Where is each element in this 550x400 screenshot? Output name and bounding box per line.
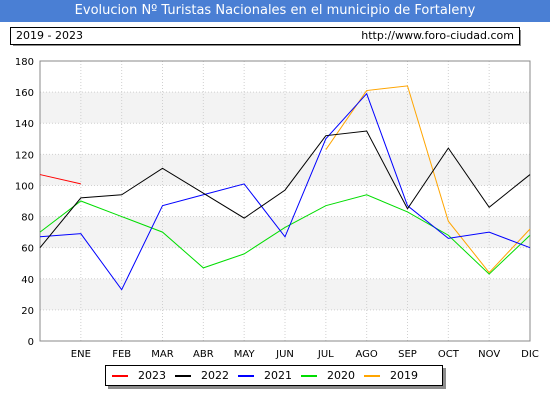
period-label: 2019 - 2023: [16, 29, 83, 42]
y-tick-label: 180: [15, 57, 34, 68]
y-tick-label: 0: [28, 337, 34, 348]
x-tick-label: ENE: [71, 349, 91, 360]
y-tick-label: 40: [21, 275, 34, 286]
legend-swatch: [364, 375, 380, 377]
legend-label: 2021: [264, 369, 292, 382]
x-tick-label: OCT: [438, 349, 460, 360]
legend-label: 2022: [201, 369, 229, 382]
plot-band: [40, 123, 530, 155]
x-tick-label: DIC: [521, 349, 539, 360]
series-line-2023: [39, 174, 81, 185]
series-line-2021: [39, 92, 531, 291]
legend-swatch: [301, 375, 317, 377]
x-tick-label: JUN: [275, 349, 294, 360]
source-url[interactable]: http://www.foro-ciudad.com: [361, 29, 514, 42]
x-tick-label: JUL: [317, 349, 334, 360]
plot-band: [40, 247, 530, 279]
series-line-2022: [39, 130, 531, 248]
legend-label: 2023: [138, 369, 166, 382]
x-tick-label: AGO: [356, 349, 378, 360]
x-tick-label: SEP: [398, 349, 417, 360]
legend-label: 2019: [390, 369, 418, 382]
info-box: 2019 - 2023 http://www.foro-ciudad.com: [10, 27, 520, 45]
series-line-2020: [39, 194, 531, 275]
x-tick-label: NOV: [478, 349, 500, 360]
legend-label: 2020: [327, 369, 355, 382]
legend-swatch: [238, 375, 254, 377]
legend-swatch: [175, 375, 191, 377]
x-tick-label: FEB: [112, 349, 131, 360]
y-tick-label: 20: [21, 306, 34, 317]
plot-frame: [39, 60, 531, 342]
x-tick-label: MAY: [234, 349, 256, 360]
y-tick-label: 80: [21, 213, 34, 224]
y-tick-label: 60: [21, 244, 34, 255]
legend: 2023 2022 2021 2020 2019: [105, 365, 443, 386]
series-line-2019: [325, 85, 531, 274]
x-tick-label: MAR: [151, 349, 173, 360]
legend-swatch: [112, 375, 128, 377]
y-tick-label: 140: [15, 119, 34, 130]
chart-title: Evolucion Nº Turistas Nacionales en el m…: [0, 0, 550, 22]
x-tick-label: ABR: [193, 349, 214, 360]
y-tick-label: 160: [15, 88, 34, 99]
y-tick-label: 120: [15, 150, 34, 161]
y-tick-label: 100: [15, 181, 34, 192]
